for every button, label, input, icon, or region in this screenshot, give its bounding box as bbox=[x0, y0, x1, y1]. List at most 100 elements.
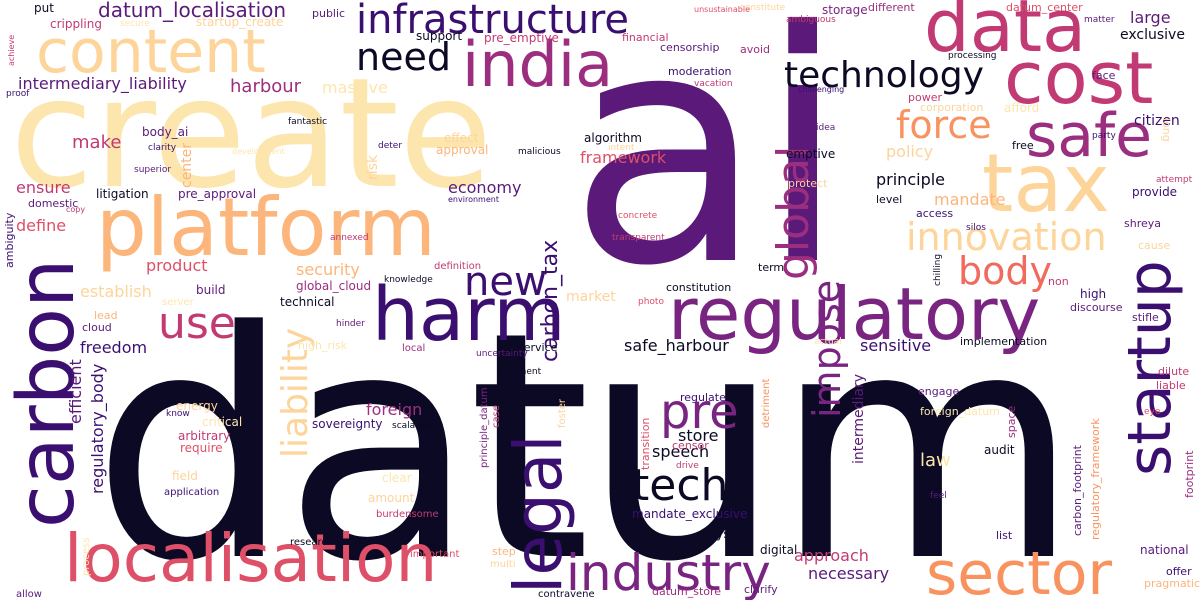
word-put: put bbox=[34, 1, 54, 15]
word-support: support bbox=[416, 29, 463, 43]
word-policy: policy bbox=[886, 142, 934, 161]
word-challenging: challenging bbox=[798, 85, 845, 94]
word-carbon-footprint: carbon_footprint bbox=[1071, 445, 1084, 536]
word-market: market bbox=[566, 289, 616, 305]
word-idea: idea bbox=[816, 123, 836, 133]
word-burdensome: burdensome bbox=[376, 509, 439, 520]
word-platform: platform bbox=[96, 181, 436, 274]
word-stifle: stifle bbox=[1132, 311, 1159, 324]
word-server: unsustainable bbox=[694, 5, 751, 14]
word-multi: multi bbox=[490, 559, 516, 570]
word-localisation: localisation bbox=[64, 520, 438, 597]
word-ambiguous: ambiguous bbox=[786, 15, 836, 25]
word-emptive: emptive bbox=[786, 147, 836, 161]
word-case: case bbox=[491, 405, 502, 428]
word-intermediary-liability: intermediary_liability bbox=[18, 74, 187, 93]
word-silos: silos bbox=[966, 223, 986, 233]
word-party: party bbox=[1092, 131, 1116, 141]
word-digital: digital bbox=[760, 543, 798, 557]
word-research: research bbox=[290, 537, 334, 548]
word-datum-localisation: datum_localisation bbox=[98, 0, 287, 22]
word-regulatory: regulatory bbox=[668, 272, 1041, 356]
word-vacation: vacation bbox=[694, 79, 733, 89]
word-drive: detriment bbox=[761, 378, 772, 428]
word-processing: processing bbox=[948, 51, 997, 61]
word-innovation: innovation bbox=[906, 215, 1107, 259]
word-ensure: ensure bbox=[16, 178, 71, 197]
word-moderation: moderation bbox=[668, 65, 732, 78]
word-energy: energy bbox=[176, 399, 218, 413]
word-offer: offer bbox=[1166, 565, 1192, 578]
word-important: important bbox=[410, 549, 460, 560]
word-high-risk: high_risk bbox=[298, 339, 348, 352]
word-photo: photo bbox=[638, 297, 664, 307]
word-field: field bbox=[172, 469, 198, 483]
word-unsustainable: drive bbox=[676, 461, 699, 471]
word-non: non bbox=[1048, 275, 1069, 288]
word-economy: economy bbox=[448, 178, 522, 197]
word-public: public bbox=[312, 7, 346, 20]
word-exclusive: exclusive bbox=[1120, 27, 1185, 43]
word-constitute: constitute bbox=[740, 3, 786, 13]
word-discourse: discourse bbox=[1070, 301, 1123, 314]
word-power: power bbox=[908, 91, 942, 104]
word-tech: tech bbox=[632, 460, 729, 511]
word-clear: clear bbox=[382, 471, 412, 485]
word-store: store bbox=[678, 426, 719, 445]
word-cloud: cloud bbox=[82, 321, 112, 334]
word-contravene: contravene bbox=[538, 589, 595, 600]
word-ai: ai bbox=[568, 0, 847, 336]
word-pre-emptive: pre_emptive bbox=[484, 31, 559, 45]
word-list: list bbox=[996, 529, 1013, 542]
word-impose: impose bbox=[805, 279, 849, 418]
word-harm: harm bbox=[372, 272, 566, 358]
word-global-cloud: global_cloud bbox=[296, 279, 372, 293]
word-implementation: implementation bbox=[960, 335, 1048, 348]
word-liable: liable bbox=[1156, 379, 1186, 392]
word-define: define bbox=[16, 216, 67, 235]
word-uncertainty: uncertainty bbox=[476, 349, 528, 359]
word-space: space bbox=[1005, 405, 1018, 438]
word-establish: establish bbox=[80, 282, 152, 301]
word-high: high bbox=[1080, 287, 1107, 301]
word-lead: lead bbox=[94, 309, 118, 322]
word-citizen: citizen bbox=[1134, 113, 1180, 129]
word-shreya: shreya bbox=[1124, 217, 1162, 230]
word-afford: afford bbox=[1004, 101, 1040, 115]
word-build: build bbox=[196, 283, 226, 297]
word-actual: actual bbox=[814, 337, 842, 347]
word-annexed: annexed bbox=[330, 233, 369, 243]
word-mandate-exclusive: mandate_exclusive bbox=[632, 507, 748, 521]
word-time: foreign_datum bbox=[920, 405, 1000, 418]
word-legal: legal bbox=[500, 434, 577, 594]
word-cost: cost bbox=[1004, 36, 1154, 120]
word-necessary: necessary bbox=[808, 564, 890, 583]
word-sensitive: sensitive bbox=[860, 336, 932, 355]
word-superior: superior bbox=[134, 165, 172, 175]
word-effect: effect bbox=[444, 131, 479, 145]
word-fantastic: fantastic bbox=[288, 117, 328, 127]
word-transparent: transparent bbox=[612, 233, 665, 243]
word-provide: provide bbox=[1132, 185, 1178, 199]
word-global: global bbox=[768, 145, 819, 280]
word-startup-create: startup_create bbox=[196, 15, 284, 29]
word-local: local bbox=[402, 343, 426, 354]
word-require: require bbox=[180, 441, 223, 455]
word-definition: definition bbox=[434, 261, 482, 272]
word-ambiguity: ambiguity bbox=[3, 212, 16, 268]
word-know: know bbox=[166, 409, 190, 419]
word-national: national bbox=[1140, 543, 1189, 557]
word-corporation: corporation bbox=[920, 101, 984, 114]
word-use: use bbox=[158, 298, 236, 349]
word-speech: speech bbox=[652, 442, 710, 461]
word-tax: tax bbox=[982, 137, 1110, 230]
word-knowledge: knowledge bbox=[384, 275, 433, 285]
word-scalability: scalability bbox=[392, 421, 438, 431]
word-achieve: achieve bbox=[7, 34, 16, 66]
word-intermediary: intermediary bbox=[851, 373, 867, 464]
word-clarity: clarity bbox=[148, 143, 177, 153]
word-intent: intent bbox=[608, 143, 635, 153]
word-create: create bbox=[10, 45, 493, 222]
word-industry: industry bbox=[566, 544, 771, 600]
